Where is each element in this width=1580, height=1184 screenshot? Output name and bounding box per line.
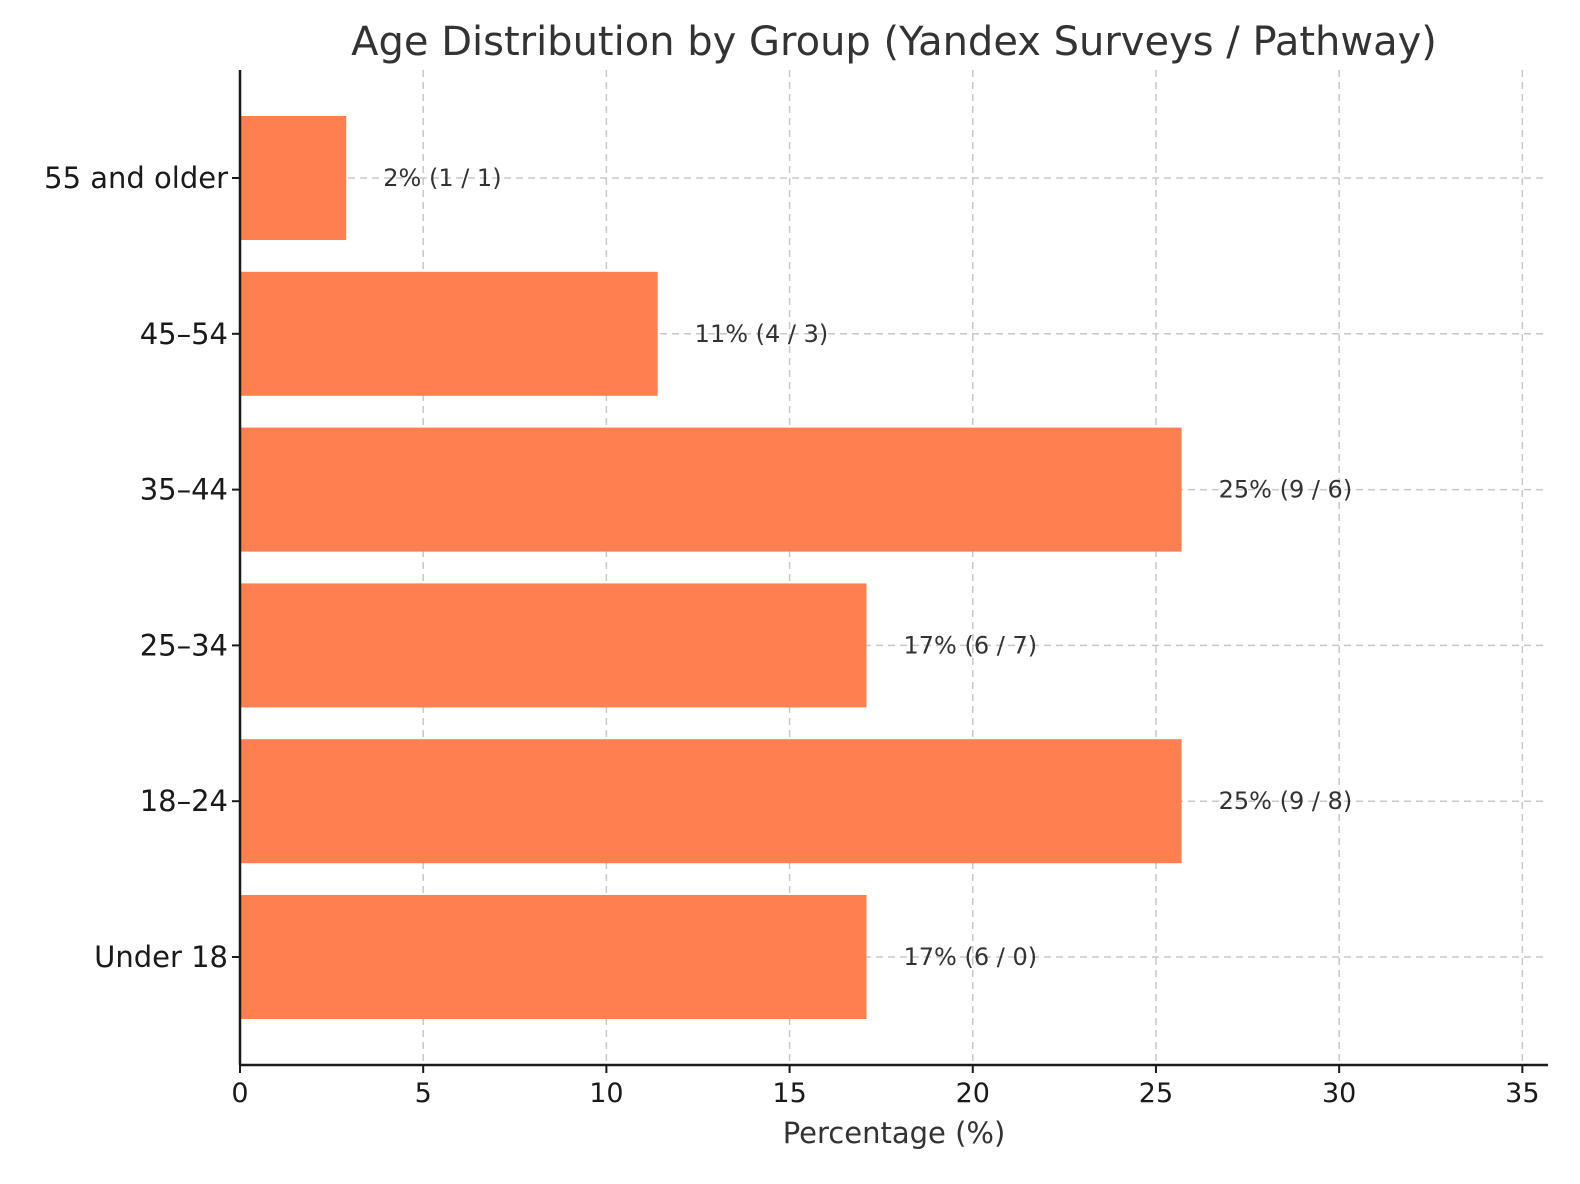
x-tick-label: 10	[589, 1078, 623, 1109]
data-label: 17% (6 / 7)	[904, 631, 1038, 659]
bars-layer	[240, 116, 1182, 1019]
y-tick-label: 18–24	[140, 784, 228, 818]
y-tick-label: Under 18	[94, 940, 228, 974]
bar	[240, 583, 867, 708]
bar	[240, 116, 347, 240]
x-tick-label: 5	[415, 1078, 432, 1109]
axes-layer: 0 5 10 15 20 25 30 35 Under 18 18–24 25–34 35–44 45–…	[44, 70, 1548, 1109]
x-tick-label: 30	[1322, 1078, 1356, 1109]
x-tick-label: 15	[772, 1078, 806, 1109]
x-tick-label: 20	[956, 1078, 990, 1109]
data-label: 25% (9 / 8)	[1219, 787, 1353, 815]
x-tick-label: 35	[1505, 1078, 1539, 1109]
chart-title: Age Distribution by Group (Yandex Survey…	[351, 19, 1437, 65]
bar	[240, 271, 658, 396]
data-label: 17% (6 / 0)	[904, 943, 1038, 971]
bar	[240, 427, 1182, 552]
data-label: 11% (4 / 3)	[695, 320, 829, 348]
y-tick-label: 35–44	[140, 473, 228, 507]
bar	[240, 895, 867, 1019]
x-axis-label: Percentage (%)	[783, 1116, 1006, 1150]
x-tick-label: 0	[231, 1078, 248, 1109]
data-label: 25% (9 / 6)	[1219, 476, 1353, 504]
data-label: 2% (1 / 1)	[383, 164, 501, 192]
x-tick-label: 25	[1139, 1078, 1173, 1109]
y-tick-label: 25–34	[140, 628, 228, 662]
bar	[240, 739, 1182, 864]
y-tick-label: 45–54	[140, 317, 228, 351]
data-labels-layer: 17% (6 / 0) 25% (9 / 8) 17% (6 / 7) 25% (9 …	[383, 164, 1352, 971]
y-tick-label: 55 and older	[44, 161, 228, 195]
